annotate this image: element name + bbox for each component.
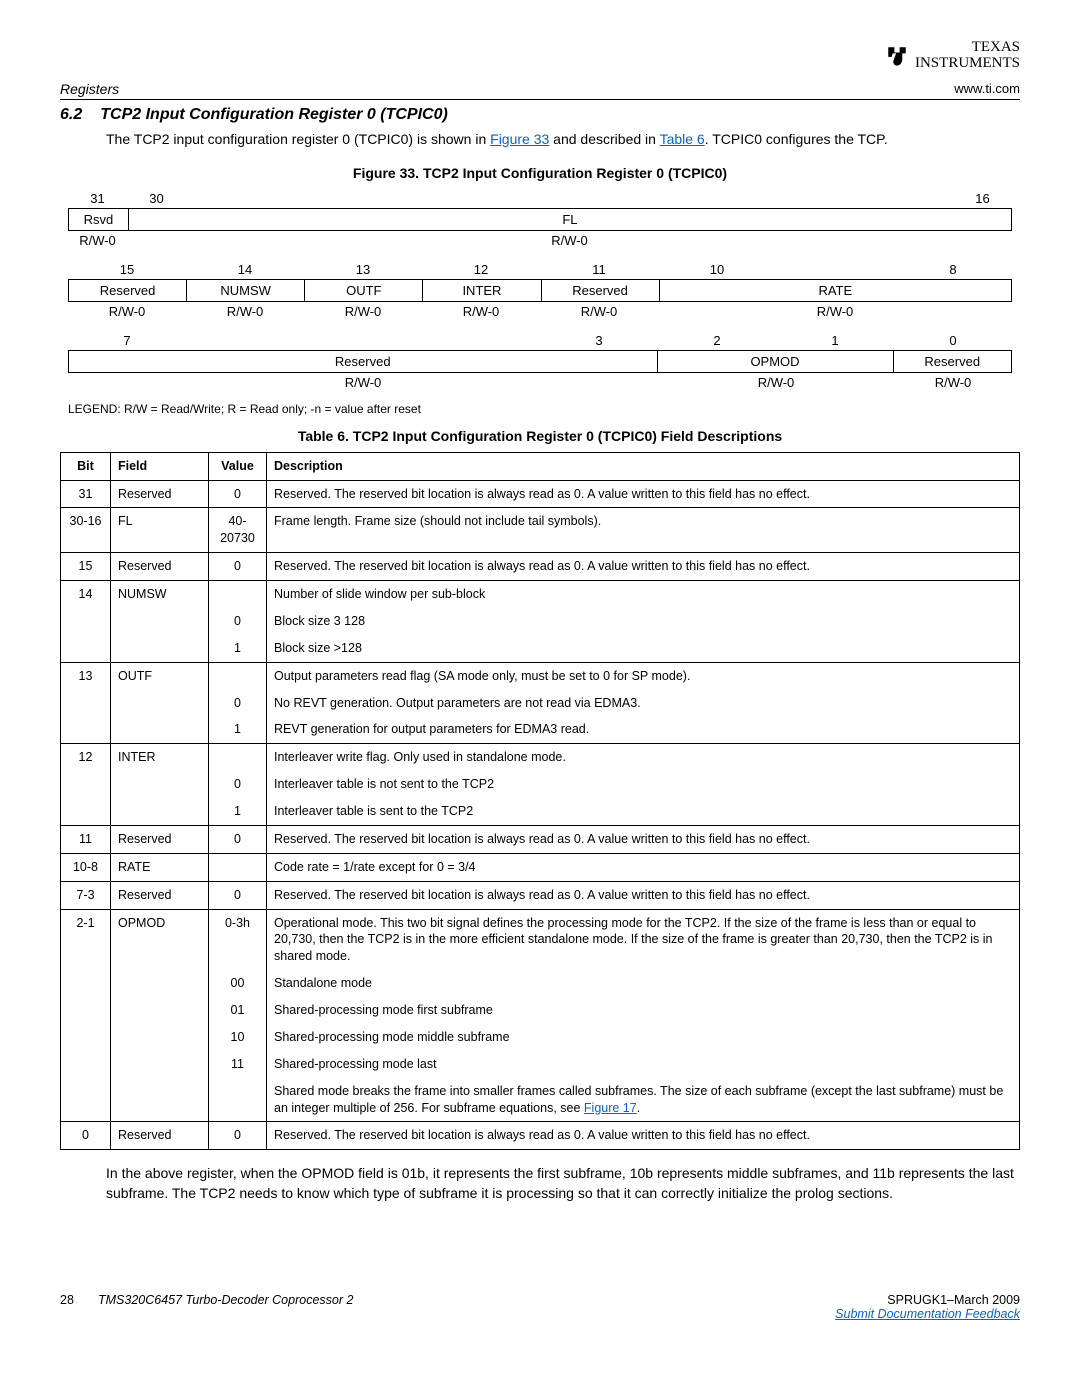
- table-row: 0No REVT generation. Output parameters a…: [61, 690, 1020, 717]
- legend: LEGEND: R/W = Read/Write; R = Read only;…: [68, 402, 1020, 416]
- table-row: 10Shared-processing mode middle subframe: [61, 1024, 1020, 1051]
- table-row: 01Shared-processing mode first subframe: [61, 997, 1020, 1024]
- footer: 28 TMS320C6457 Turbo-Decoder Coprocessor…: [60, 1293, 1020, 1321]
- rw-row1: R/W-0 R/W-0: [68, 231, 1012, 250]
- table-row: 13OUTFOutput parameters read flag (SA mo…: [61, 662, 1020, 689]
- doc-title: TMS320C6457 Turbo-Decoder Coprocessor 2: [98, 1293, 353, 1321]
- field-opmod: OPMOD: [658, 350, 894, 373]
- field-inter: INTER: [423, 279, 541, 302]
- field-outf: OUTF: [305, 279, 423, 302]
- fields-row3: Reserved OPMOD Reserved: [68, 350, 1012, 373]
- field-rate: RATE: [660, 279, 1012, 302]
- header-section-name: Registers: [60, 81, 119, 97]
- link-table-6[interactable]: Table 6: [660, 131, 705, 147]
- field-reserved-11: Reserved: [542, 279, 660, 302]
- feedback-link[interactable]: Submit Documentation Feedback: [835, 1307, 1020, 1321]
- page-number: 28: [60, 1293, 80, 1321]
- field-numsw: NUMSW: [187, 279, 305, 302]
- ti-logo-text: TEXASINSTRUMENTS: [915, 40, 1020, 72]
- field-rsvd: Rsvd: [68, 208, 129, 231]
- bit-numbers-row1: 31 30 16: [68, 189, 1012, 208]
- table-row: 14NUMSWNumber of slide window per sub-bl…: [61, 581, 1020, 608]
- link-figure-33[interactable]: Figure 33: [490, 131, 549, 147]
- table-row: 30-16FL40-20730Frame length. Frame size …: [61, 508, 1020, 553]
- rw-row3: R/W-0 R/W-0 R/W-0: [68, 373, 1012, 392]
- table-row: 1REVT generation for output parameters f…: [61, 716, 1020, 743]
- doc-id: SPRUGK1–March 2009: [835, 1293, 1020, 1307]
- header-bar: Registers www.ti.com: [60, 81, 1020, 100]
- table-row: 0Block size 3 128: [61, 608, 1020, 635]
- section-number: 6.2: [60, 106, 82, 123]
- rw-row2: R/W-0 R/W-0 R/W-0 R/W-0 R/W-0 R/W-0: [68, 302, 1012, 321]
- table-row: 15Reserved0Reserved. The reserved bit lo…: [61, 553, 1020, 581]
- table-row: 00Standalone mode: [61, 970, 1020, 997]
- table-header-row: Bit Field Value Description: [61, 452, 1020, 480]
- table-row: 7-3Reserved0Reserved. The reserved bit l…: [61, 881, 1020, 909]
- table-row: 1Interleaver table is sent to the TCP2: [61, 798, 1020, 825]
- table-row: Shared mode breaks the frame into smalle…: [61, 1078, 1020, 1122]
- table-row: 0Interleaver table is not sent to the TC…: [61, 771, 1020, 798]
- intro-paragraph: The TCP2 input configuration register 0 …: [106, 130, 1020, 149]
- field-fl: FL: [129, 208, 1012, 231]
- ti-logo: TEXASINSTRUMENTS: [883, 40, 1020, 72]
- figure-title: Figure 33. TCP2 Input Configuration Regi…: [60, 165, 1020, 181]
- ti-logo-icon: [883, 42, 911, 70]
- field-reserved-0: Reserved: [894, 350, 1013, 373]
- table-row: 0Reserved0Reserved. The reserved bit loc…: [61, 1122, 1020, 1150]
- post-note: In the above register, when the OPMOD fi…: [106, 1164, 1020, 1203]
- table-row: 31Reserved0Reserved. The reserved bit lo…: [61, 480, 1020, 508]
- link-figure-17[interactable]: Figure 17: [584, 1101, 637, 1115]
- field-reserved-15: Reserved: [68, 279, 187, 302]
- table-row: 1Block size >128: [61, 635, 1020, 662]
- bit-numbers-row3: 7 3 2 1 0: [68, 331, 1012, 350]
- field-reserved-7-3: Reserved: [68, 350, 658, 373]
- table-title: Table 6. TCP2 Input Configuration Regist…: [60, 428, 1020, 444]
- fields-row1: Rsvd FL: [68, 208, 1012, 231]
- logo-row: TEXASINSTRUMENTS: [60, 40, 1020, 73]
- table-row: 12INTERInterleaver write flag. Only used…: [61, 744, 1020, 771]
- section-title: TCP2 Input Configuration Register 0 (TCP…: [100, 106, 448, 123]
- register-diagram: 31 30 16 Rsvd FL R/W-0 R/W-0 15 14 13 12…: [68, 189, 1012, 392]
- table-row: 11Shared-processing mode last: [61, 1051, 1020, 1078]
- table-row: 2-1OPMOD0-3hOperational mode. This two b…: [61, 909, 1020, 970]
- header-url: www.ti.com: [954, 81, 1020, 97]
- fields-row2: Reserved NUMSW OUTF INTER Reserved RATE: [68, 279, 1012, 302]
- table-row: 11Reserved0Reserved. The reserved bit lo…: [61, 825, 1020, 853]
- section-heading: 6.2 TCP2 Input Configuration Register 0 (…: [60, 106, 1020, 124]
- table-row: 10-8RATECode rate = 1/rate except for 0 …: [61, 853, 1020, 881]
- field-descriptions-table: Bit Field Value Description 31Reserved0R…: [60, 452, 1020, 1151]
- bit-numbers-row2: 15 14 13 12 11 10 8: [68, 260, 1012, 279]
